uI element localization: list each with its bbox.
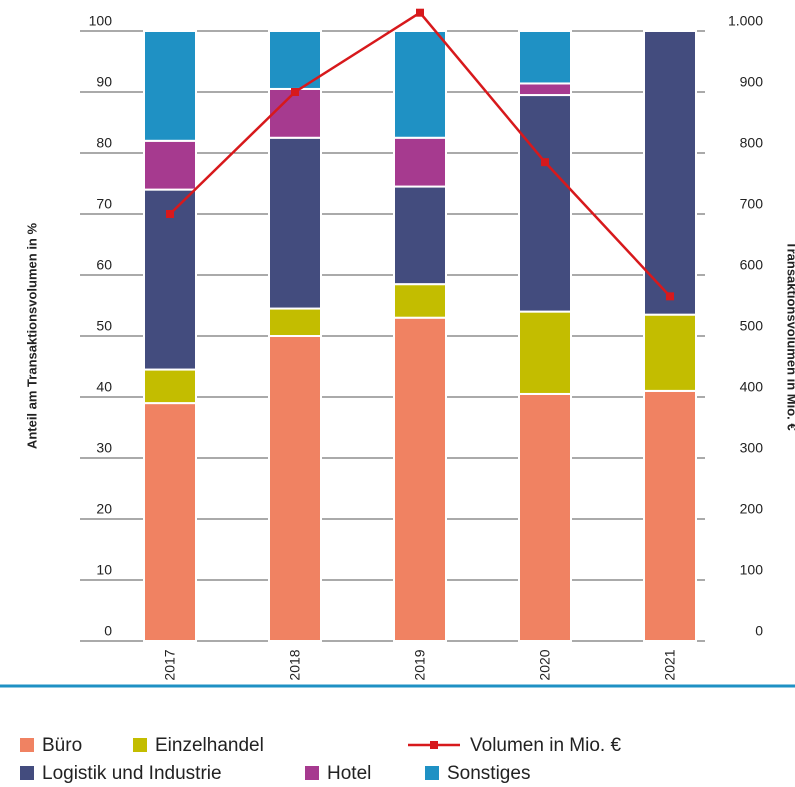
x-tick-label: 2019 (412, 649, 428, 680)
legend-swatch (133, 738, 147, 752)
bar-segment (518, 94, 572, 313)
y-tick-label: 80 (96, 135, 112, 151)
bar-segment (268, 335, 322, 642)
legend-label: Logistik und Industrie (42, 763, 222, 784)
bar-segment (268, 87, 322, 139)
y-tick-label: 20 (96, 501, 112, 517)
bar-segment (268, 307, 322, 337)
bar-segment (393, 136, 447, 188)
x-tick-label: 2018 (287, 649, 303, 680)
bar-segment (393, 30, 447, 139)
y2-tick-label: 800 (740, 135, 764, 151)
legend-label: Volumen in Mio. € (470, 735, 621, 756)
line-marker (666, 292, 674, 301)
bar-segment (518, 82, 572, 97)
bar-segment (393, 316, 447, 642)
y-tick-label: 60 (96, 257, 112, 273)
legend-swatch (305, 766, 319, 780)
line-marker (166, 210, 174, 218)
bar-segment (143, 139, 197, 191)
y-tick-label: 90 (96, 74, 112, 90)
bar-segment (643, 30, 697, 316)
x-tick-label: 2020 (537, 649, 553, 680)
y2-tick-label: 400 (740, 379, 764, 395)
y-tick-label: 40 (96, 379, 112, 395)
y2-tick-label: 700 (740, 196, 764, 212)
bar-segment (268, 30, 322, 90)
y-tick-label: 100 (89, 13, 113, 29)
bar-segment (393, 283, 447, 319)
bar-segment (518, 310, 572, 395)
line-marker (291, 88, 299, 96)
y2-axis-title: Transaktionsvolumen in Mio. € (785, 241, 795, 430)
legend-label: Büro (42, 735, 82, 756)
legend-swatch (425, 766, 439, 780)
y-tick-label: 0 (104, 623, 112, 639)
y-axis-title: Anteil am Transaktionsvolumen in % (24, 223, 39, 450)
bar-segment (143, 402, 197, 642)
y2-tick-label: 1.000 (728, 13, 763, 29)
legend-label: Sonstiges (447, 763, 530, 784)
bar-segment (643, 389, 697, 642)
y-tick-label: 50 (96, 318, 112, 334)
bar-segment (393, 185, 447, 286)
legend-marker (430, 741, 438, 749)
legend-swatch (20, 738, 34, 752)
line-marker (541, 158, 549, 167)
legend-label: Einzelhandel (155, 735, 264, 756)
bar-segment (143, 188, 197, 371)
bar-segment (268, 136, 322, 310)
y2-tick-label: 300 (740, 440, 764, 456)
bar-segment (518, 392, 572, 643)
x-tick-label: 2017 (162, 649, 178, 680)
y2-tick-label: 200 (740, 501, 764, 517)
x-tick-label: 2021 (662, 649, 678, 680)
bar-segment (643, 313, 697, 392)
bar-segment (518, 30, 572, 85)
line-marker (416, 8, 424, 17)
y-tick-label: 70 (96, 196, 112, 212)
legend-swatch (20, 766, 34, 780)
legend-label: Hotel (327, 763, 371, 784)
bar-segment (143, 368, 197, 405)
y2-tick-label: 0 (755, 623, 763, 639)
y-tick-label: 30 (96, 440, 112, 456)
y2-tick-label: 100 (740, 562, 764, 578)
y2-tick-label: 900 (740, 74, 764, 90)
y-tick-label: 10 (96, 562, 112, 578)
y2-tick-label: 600 (740, 257, 764, 273)
y2-tick-label: 500 (740, 318, 764, 334)
bar-segment (143, 30, 197, 142)
